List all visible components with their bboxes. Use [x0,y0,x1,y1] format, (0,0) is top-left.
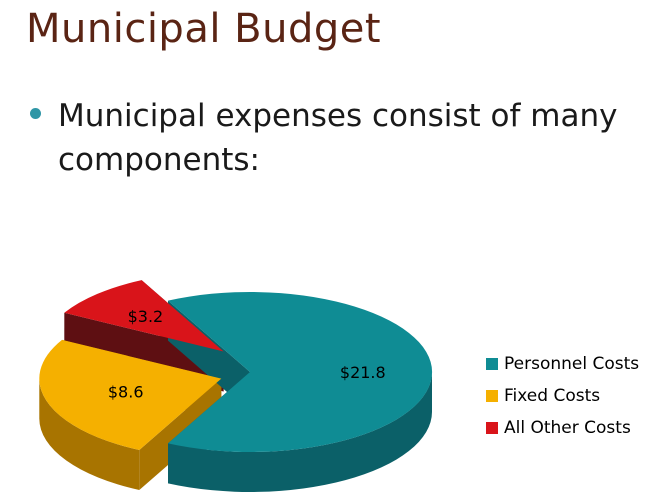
legend-item-personnel: Personnel Costs [486,348,639,380]
pie-slice-side-fixed [39,378,140,490]
chart-legend: Personnel Costs Fixed Costs All Other Co… [486,348,639,444]
legend-swatch-other [486,422,498,434]
legend-label: All Other Costs [504,418,631,438]
slide-title: Municipal Budget [26,6,382,52]
legend-swatch-fixed [486,390,498,402]
legend-label: Fixed Costs [504,386,601,406]
legend-item-other: All Other Costs [486,412,639,444]
data-label-other: $3.2 [128,307,164,326]
bullet-dot-icon [30,108,41,119]
bullet-text: Municipal expenses consist of many compo… [58,98,618,178]
pie-slice-fixed [39,339,222,450]
pie-slice-side-personnel [168,372,432,492]
pie-slice-personnel [168,292,433,452]
data-label-fixed: $8.6 [108,383,144,402]
legend-item-fixed: Fixed Costs [486,380,639,412]
pie-slice-other [64,280,224,352]
legend-swatch-personnel [486,358,498,370]
data-label-personnel: $21.8 [340,363,386,382]
legend-label: Personnel Costs [504,354,640,374]
